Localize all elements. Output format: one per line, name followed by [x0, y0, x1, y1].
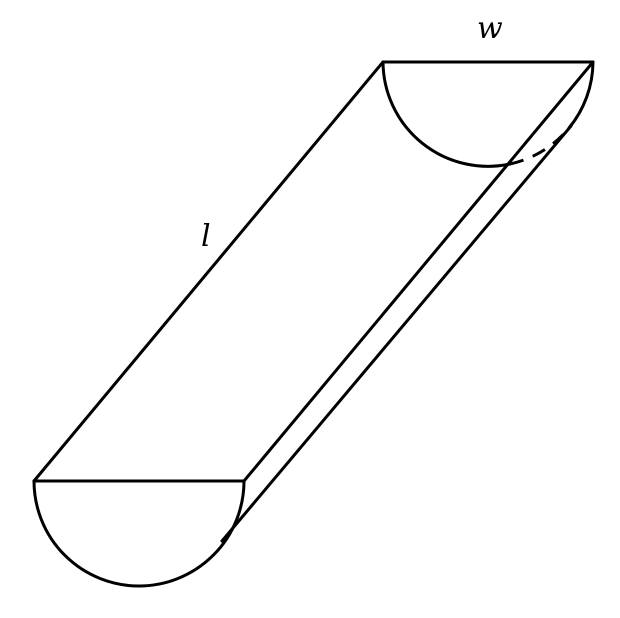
length-label: l [201, 219, 211, 254]
trough-bottom-silhouette [222, 126, 571, 541]
far-end-semicircle-hidden [510, 128, 569, 164]
rim-right-long-edge [244, 62, 593, 481]
far-end-semicircle-outer [569, 62, 593, 128]
rim-left-long-edge [34, 62, 383, 481]
width-label: w [477, 11, 503, 46]
near-end-semicircle [34, 481, 244, 586]
far-end-semicircle-visible [383, 62, 510, 166]
